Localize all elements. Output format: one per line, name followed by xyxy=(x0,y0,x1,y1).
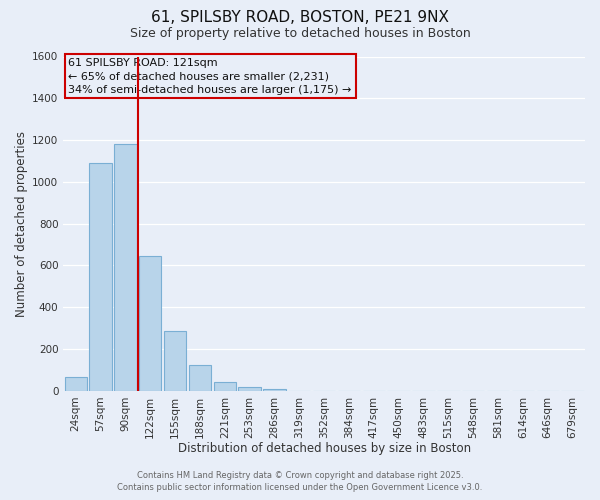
X-axis label: Distribution of detached houses by size in Boston: Distribution of detached houses by size … xyxy=(178,442,471,455)
Bar xyxy=(114,144,137,391)
Bar xyxy=(263,389,286,391)
Bar xyxy=(164,332,186,391)
Bar xyxy=(189,364,211,391)
Bar xyxy=(89,163,112,391)
Text: 61 SPILSBY ROAD: 121sqm
← 65% of detached houses are smaller (2,231)
34% of semi: 61 SPILSBY ROAD: 121sqm ← 65% of detache… xyxy=(68,58,352,94)
Text: Size of property relative to detached houses in Boston: Size of property relative to detached ho… xyxy=(130,28,470,40)
Text: 61, SPILSBY ROAD, BOSTON, PE21 9NX: 61, SPILSBY ROAD, BOSTON, PE21 9NX xyxy=(151,10,449,25)
Text: Contains HM Land Registry data © Crown copyright and database right 2025.
Contai: Contains HM Land Registry data © Crown c… xyxy=(118,471,482,492)
Bar xyxy=(214,382,236,391)
Bar xyxy=(139,256,161,391)
Bar xyxy=(65,378,87,391)
Bar xyxy=(238,386,261,391)
Y-axis label: Number of detached properties: Number of detached properties xyxy=(15,130,28,316)
